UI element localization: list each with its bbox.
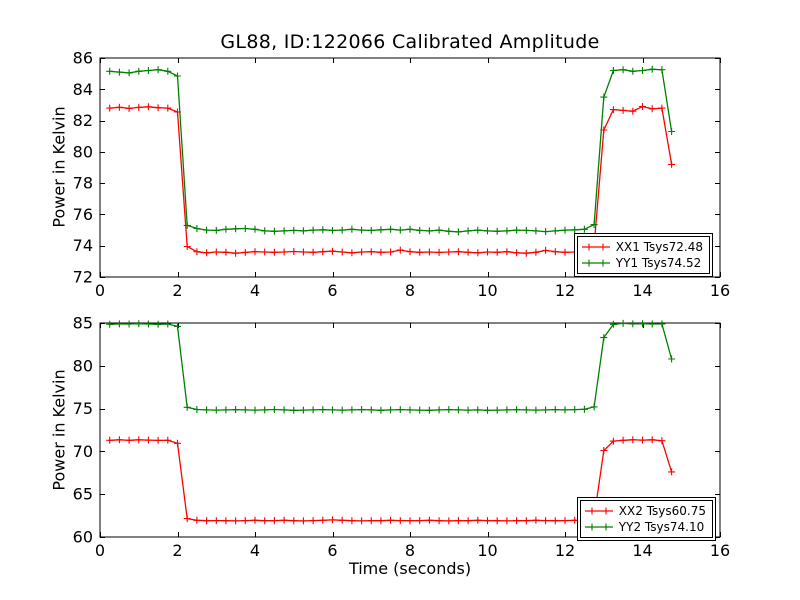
legend-label-xx2: XX2 Tsys60.75 — [618, 504, 706, 518]
x-tick-label: 6 — [327, 281, 337, 300]
y-tick-label: 80 — [73, 356, 93, 375]
y-axis-label-bottom: Power in Kelvin — [49, 369, 69, 491]
y-tick-label: 85 — [73, 314, 93, 333]
x-tick-label: 2 — [172, 541, 182, 560]
y-tick-label: 72 — [73, 268, 93, 287]
legend-entry-yy2: YY2 Tsys74.10 — [584, 519, 706, 535]
x-tick-label: 14 — [632, 541, 652, 560]
y-axis-label-top: Power in Kelvin — [49, 106, 69, 228]
y-tick-label: 65 — [73, 485, 93, 504]
series-markers-yy2 — [106, 319, 676, 414]
x-tick-label: 16 — [710, 541, 730, 560]
x-tick-label: 12 — [555, 281, 575, 300]
x-tick-label: 10 — [477, 541, 497, 560]
x-tick-label: 0 — [95, 281, 105, 300]
legend-label-yy2: YY2 Tsys74.10 — [618, 520, 705, 534]
series-markers-xx2 — [106, 436, 676, 525]
x-tick-label: 16 — [710, 281, 730, 300]
x-tick-label: 4 — [250, 281, 260, 300]
y-tick-label: 78 — [73, 174, 93, 193]
series-line-yy2 — [109, 322, 673, 411]
x-tick-label: 2 — [172, 281, 182, 300]
legend-top: XX1 Tsys72.48 YY1 Tsys74.52 — [573, 233, 713, 277]
legend-label-yy1: YY1 Tsys74.52 — [615, 256, 702, 270]
series-line-yy1 — [109, 68, 673, 233]
legend-top-inner: XX1 Tsys72.48 YY1 Tsys74.52 — [576, 236, 710, 274]
y-tick-label: 82 — [73, 111, 93, 130]
x-tick-label: 4 — [250, 541, 260, 560]
x-tick-label: 10 — [477, 281, 497, 300]
x-tick-label: 14 — [632, 281, 652, 300]
x-axis-label: Time (seconds) — [348, 559, 472, 578]
legend-entry-xx1: XX1 Tsys72.48 — [581, 239, 703, 255]
x-tick-label: 12 — [555, 541, 575, 560]
series-markers-xx1 — [106, 103, 676, 257]
figure-title: GL88, ID:122066 Calibrated Amplitude — [220, 31, 600, 53]
subplot-1: 0 2 4 6 8 10 12 14 16 72 74 76 78 80 82 84 86 — [73, 49, 731, 301]
y-tick-label: 75 — [73, 399, 93, 418]
legend-bottom: XX2 Tsys60.75 YY2 Tsys74.10 — [576, 497, 716, 541]
x-tick-label: 8 — [405, 541, 415, 560]
legend-entry-yy1: YY1 Tsys74.52 — [581, 255, 703, 271]
legend-entry-xx2: XX2 Tsys60.75 — [584, 503, 706, 519]
legend-line-sample-xx2 — [584, 507, 613, 515]
x-tick-label: 8 — [405, 281, 415, 300]
y-tick-label: 70 — [73, 442, 93, 461]
legend-label-xx1: XX1 Tsys72.48 — [615, 240, 703, 254]
legend-line-sample-xx1 — [581, 243, 610, 251]
legend-line-sample-yy2 — [584, 523, 613, 531]
x-tick-label: 0 — [95, 541, 105, 560]
y-tick-label: 74 — [73, 236, 93, 255]
y-tick-label: 60 — [73, 528, 93, 547]
series-markers-yy1 — [106, 65, 676, 236]
y-tick-label: 80 — [73, 142, 93, 161]
x-tick-label: 6 — [327, 541, 337, 560]
legend-bottom-inner: XX2 Tsys60.75 YY2 Tsys74.10 — [579, 500, 713, 538]
y-tick-label: 86 — [73, 49, 93, 68]
y-tick-label: 84 — [73, 80, 93, 99]
legend-line-sample-yy1 — [581, 259, 610, 267]
y-tick-label: 76 — [73, 205, 93, 224]
